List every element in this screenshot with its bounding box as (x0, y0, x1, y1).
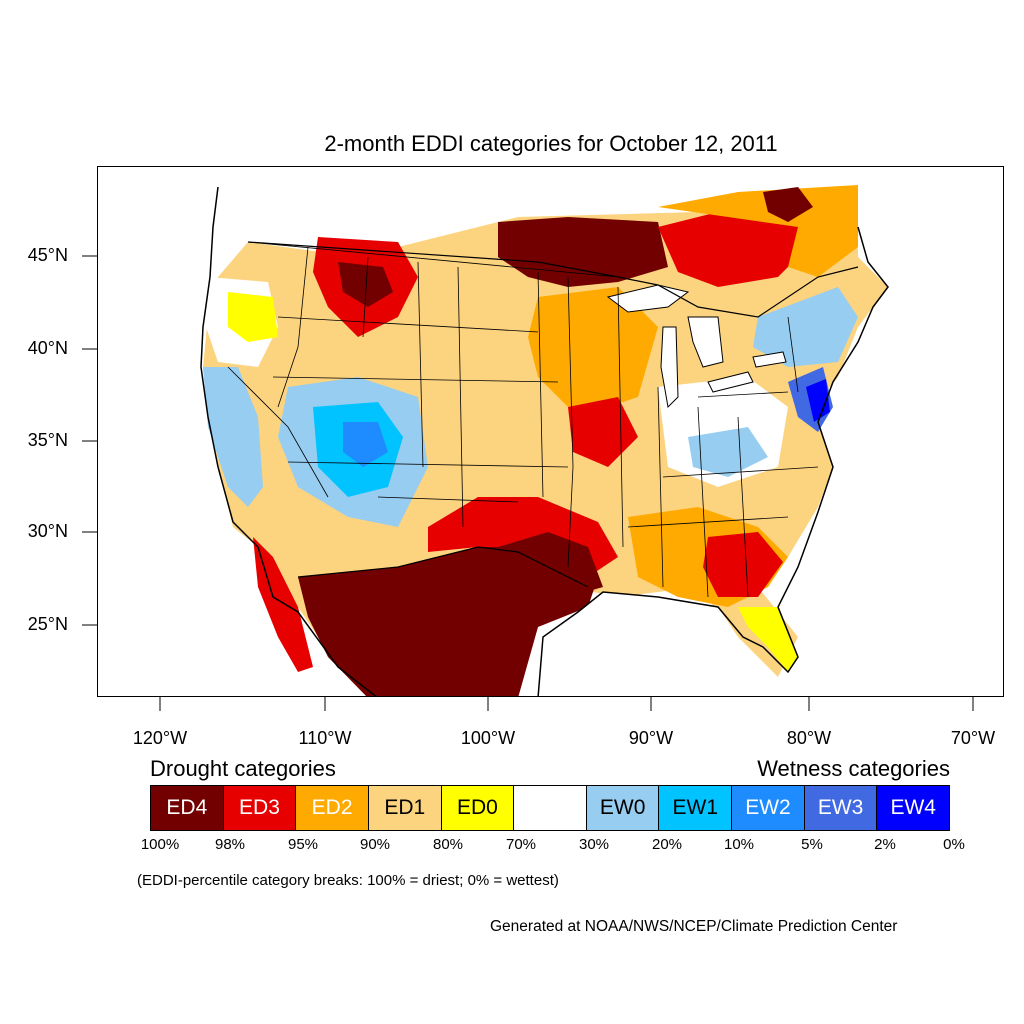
legend-cell-ed1: ED1 (368, 786, 442, 830)
percentile-break: 10% (723, 836, 755, 853)
wetness-heading: Wetness categories (757, 756, 950, 781)
legend-cell-ew2: EW2 (732, 786, 805, 830)
legend-label: EW1 (672, 796, 719, 819)
legend-color-bar: ED4 ED3 ED2 ED1 ED0 EW0 EW1 EW2 EW3 EW4 (150, 785, 950, 831)
lat-label-45: 45°N (27, 245, 68, 265)
lake-erie (707, 371, 754, 393)
northeast-ed4-patch (763, 187, 813, 222)
lat-label-40: 40°N (27, 338, 68, 358)
legend-cell-ew0: EW0 (586, 786, 660, 830)
lon-label-120: 120°W (132, 728, 188, 748)
legend-label: EW2 (745, 796, 791, 819)
percentile-break: 2% (874, 836, 896, 853)
legend-cell-ed2: ED2 (296, 786, 369, 830)
lake-superior (606, 284, 690, 313)
legend-cell-ew1: EW1 (659, 786, 733, 830)
legend-label: ED4 (166, 796, 208, 819)
percentile-break: 0% (943, 836, 965, 853)
map-title: 2-month EDDI categories for October 12, … (324, 131, 778, 156)
legend-cell-ed3: ED3 (223, 786, 297, 830)
montana-ed4 (338, 262, 393, 307)
legend-cell-ed0: ED0 (441, 786, 515, 830)
legend-label: EW0 (599, 796, 646, 819)
california-ew0 (203, 367, 263, 507)
eddi-map-canvas (200, 185, 889, 696)
oregon-ed0 (228, 292, 278, 342)
legend-cell-neutral (514, 786, 587, 830)
lake-michigan (660, 326, 679, 409)
credit-line: Generated at NOAA/NWS/NCEP/Climate Predi… (490, 918, 898, 935)
new-england-ew0 (753, 287, 858, 367)
lon-label-90: 90°W (628, 728, 674, 748)
gulf-of-mexico (518, 592, 738, 696)
percentile-break: 98% (214, 836, 246, 853)
florida-ed0 (738, 607, 798, 672)
international-border (247, 241, 859, 588)
lon-label-70: 70°W (950, 728, 996, 748)
kentucky-ew0 (688, 427, 768, 477)
lat-label-25: 25°N (27, 614, 68, 634)
lat-ticks (82, 255, 97, 626)
georgia-ed3 (703, 532, 783, 597)
baja-region (253, 537, 313, 672)
percentile-break: 70% (505, 836, 537, 853)
percentile-break: 95% (287, 836, 319, 853)
state-boundaries (227, 241, 819, 598)
central-ed2 (528, 287, 658, 417)
lon-label-110: 110°W (298, 728, 352, 748)
utah-ew2 (343, 422, 388, 467)
percentile-break: 30% (578, 836, 610, 853)
lon-label-100: 100°W (460, 728, 516, 748)
lat-label-35: 35°N (27, 430, 68, 450)
legend-cell-ew3: EW3 (804, 786, 878, 830)
legend-label: ED2 (311, 796, 353, 819)
legend-label: EW4 (890, 796, 936, 819)
legend-label: ED1 (384, 796, 426, 819)
drought-heading: Drought categories (150, 756, 336, 781)
percentile-break: 80% (432, 836, 464, 853)
percentile-break: 5% (801, 836, 823, 853)
lake-ontario (752, 351, 787, 368)
legend-label: ED0 (456, 796, 498, 819)
lon-ticks (159, 697, 974, 711)
lon-label-80: 80°W (786, 728, 832, 748)
eddi-map (97, 166, 1004, 697)
lat-label-30: 30°N (27, 521, 68, 541)
category-note: (EDDI-percentile category breaks: 100% =… (137, 872, 559, 889)
legend-cell-ew4: EW4 (877, 786, 950, 830)
legend-cell-ed4: ED4 (151, 786, 224, 830)
coastline (200, 186, 889, 696)
legend-label: ED3 (239, 796, 280, 819)
percentile-break: 20% (651, 836, 683, 853)
mid-atlantic-ew4 (806, 379, 830, 422)
percentile-break: 90% (359, 836, 391, 853)
legend-label: EW3 (817, 796, 864, 819)
percentile-break: 100% (140, 836, 180, 853)
lake-huron (687, 316, 724, 368)
